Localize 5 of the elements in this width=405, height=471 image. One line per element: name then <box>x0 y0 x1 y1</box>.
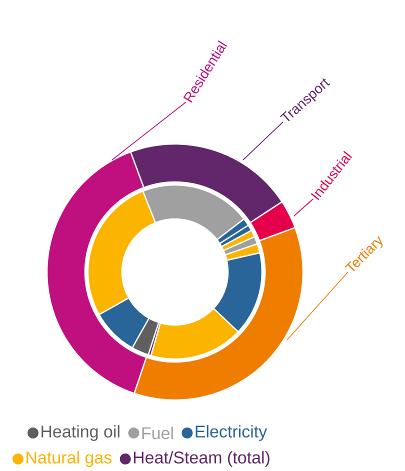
legend-label: Fuel <box>142 426 173 440</box>
legend-label: Heating oil <box>42 425 120 441</box>
legend-label: Heat/Steam (total) <box>134 451 270 467</box>
legend-label: Natural gas <box>26 451 112 467</box>
legend-label: Electricity <box>196 425 268 441</box>
